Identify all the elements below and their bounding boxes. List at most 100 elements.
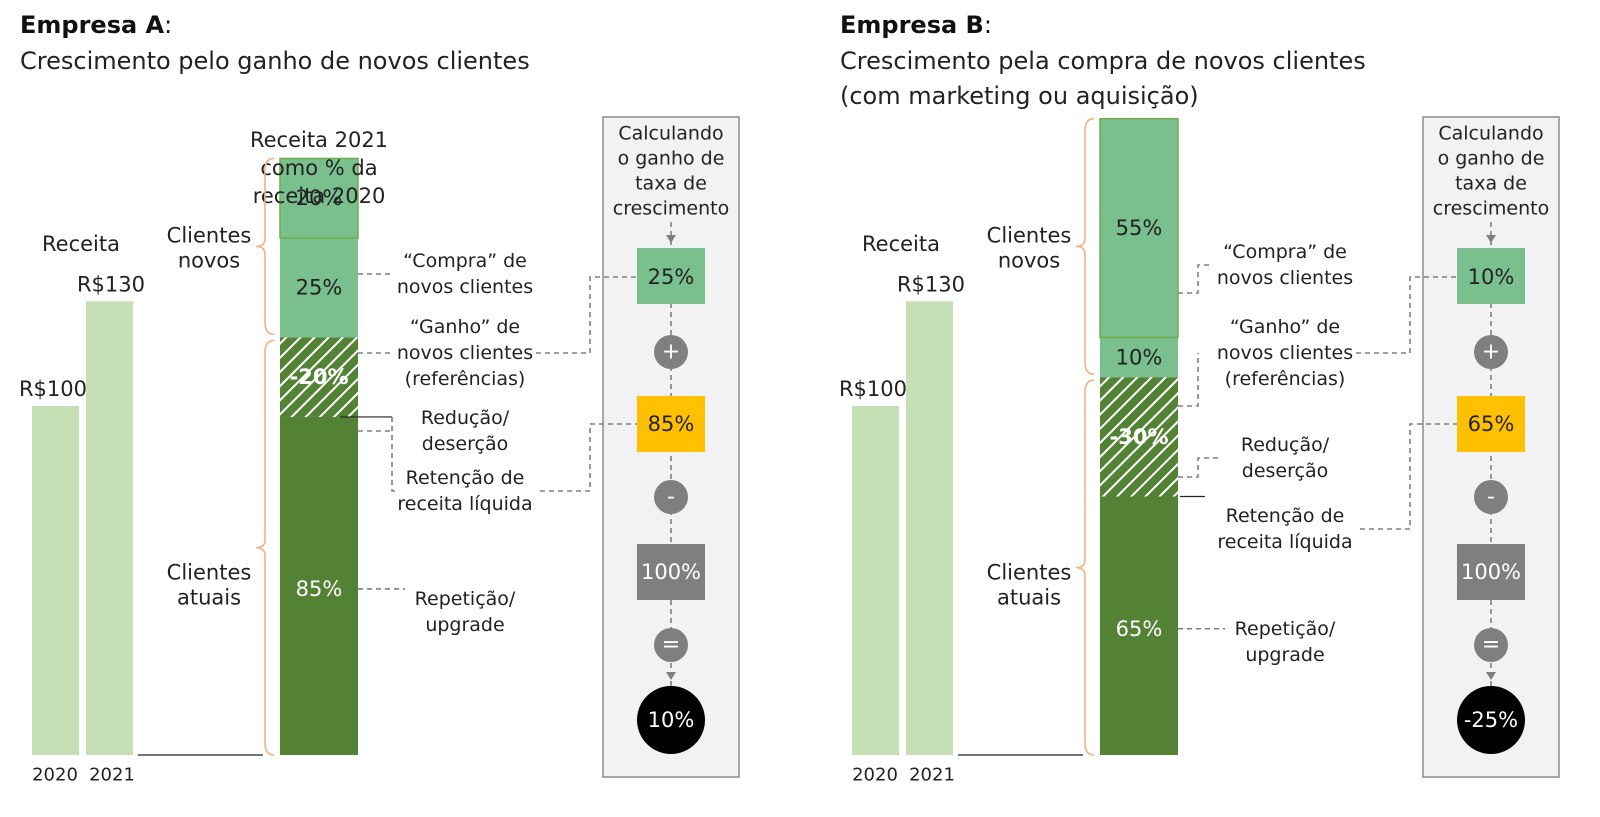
panel-title: Empresa B: xyxy=(840,11,992,39)
annotation-compra-1: “Compra” de xyxy=(1223,241,1347,263)
leader-ganho xyxy=(1178,353,1199,407)
annotation-ganho-1: “Ganho” de xyxy=(1230,316,1340,338)
revenue-bar-2020 xyxy=(32,406,79,755)
year-label-2020: 2020 xyxy=(852,765,898,786)
calc-retencao-box xyxy=(1457,396,1525,452)
year-label-2020: 2020 xyxy=(32,765,78,786)
calc-header-3: taxa de xyxy=(635,173,707,195)
segment-compra xyxy=(1099,117,1179,339)
annotation-ganho-3: (referências) xyxy=(1225,368,1346,390)
segment-ganho-label: 25% xyxy=(296,276,343,300)
calc-header-1: Calculando xyxy=(1438,123,1543,145)
year-label-2021: 2021 xyxy=(909,765,955,786)
annotation-retencao-1: Retenção de xyxy=(1226,505,1345,527)
calc-result-circle xyxy=(1457,686,1525,754)
stack-title-1: Receita 2021 xyxy=(250,128,388,152)
brace-current-clients xyxy=(1075,379,1095,756)
calc-ganho-box xyxy=(637,248,705,304)
annotation-reducao-1: Redução/ xyxy=(1241,434,1330,456)
calc-minus-circle xyxy=(654,480,688,514)
segment-reducao-label: -20% xyxy=(290,365,349,389)
annotation-retencao-1: Retenção de xyxy=(406,467,525,489)
calc-retencao-value: 85% xyxy=(648,412,695,436)
calc-equals-sign: = xyxy=(1482,633,1500,658)
annotation-repeticao-2: upgrade xyxy=(1245,644,1324,666)
annotation-ganho-3: (referências) xyxy=(405,368,526,390)
leader-compra xyxy=(1178,264,1212,294)
panel-subtitle-line-2: (com marketing ou aquisição) xyxy=(840,82,1199,110)
calc-header-2: o ganho de xyxy=(618,148,725,170)
calc-ganho-value: 10% xyxy=(1468,265,1515,289)
group-current-clients-1: Clientes xyxy=(987,561,1072,585)
panel-title-colon: : xyxy=(984,11,992,39)
calc-result-value: -25% xyxy=(1464,708,1518,732)
revenue-2020-value-label: R$100 xyxy=(19,377,87,401)
segment-compra-label: 20% xyxy=(296,186,343,210)
brace-new-clients xyxy=(1075,117,1095,375)
group-new-clients-2: novos xyxy=(998,248,1060,272)
segment-reducao-label: -30% xyxy=(1110,425,1169,449)
segment-repeticao xyxy=(1100,496,1178,755)
group-current-clients-2: atuais xyxy=(177,586,241,610)
stack-title-2: como % da xyxy=(260,156,377,180)
group-current-clients-1: Clientes xyxy=(167,561,252,585)
revenue-bar-2021 xyxy=(86,301,133,755)
calc-header-3: taxa de xyxy=(1455,173,1527,195)
leader-ganho-to-calc xyxy=(1356,276,1457,354)
segment-repeticao-label: 65% xyxy=(1116,617,1163,641)
group-new-clients-1: Clientes xyxy=(987,223,1072,247)
leader-ganho-to-calc xyxy=(536,276,637,354)
calc-ganho-box xyxy=(1457,248,1525,304)
calc-base-box xyxy=(637,544,705,600)
calc-header-1: Calculando xyxy=(618,123,723,145)
group-new-clients-1: Clientes xyxy=(167,223,252,247)
revenue-2020-value-label: R$100 xyxy=(839,377,907,401)
calc-minus-sign: - xyxy=(667,485,675,510)
stack-title-3: receita 2020 xyxy=(253,184,386,208)
group-current-clients-2: atuais xyxy=(997,586,1061,610)
calc-base-value: 100% xyxy=(1461,560,1521,584)
panel-subtitle-line-1: Crescimento pelo ganho de novos clientes xyxy=(20,47,530,75)
calc-plus-sign: + xyxy=(662,340,680,365)
segment-compra-label: 55% xyxy=(1116,216,1163,240)
leader-retencao-to-calc xyxy=(1360,423,1457,530)
annotation-retencao-2: receita líquida xyxy=(397,493,532,515)
annotation-ganho-2: novos clientes xyxy=(397,342,533,364)
group-new-clients-2: novos xyxy=(178,248,240,272)
annotation-repeticao-2: upgrade xyxy=(425,614,504,636)
brace-current-clients xyxy=(255,339,275,756)
calc-minus-sign: - xyxy=(1487,485,1495,510)
segment-reducao xyxy=(1100,377,1178,497)
calc-plus-sign: + xyxy=(1482,340,1500,365)
panel-empresa-b: Empresa B: Crescimento pela compra de nov… xyxy=(839,11,1560,786)
annotation-ganho-2: novos clientes xyxy=(1217,342,1353,364)
calc-header-4: crescimento xyxy=(1433,198,1549,220)
calc-header-4: crescimento xyxy=(613,198,729,220)
annotation-compra-2: novos clientes xyxy=(1217,267,1353,289)
revenue-bar-2020 xyxy=(852,406,899,755)
calc-equals-sign: = xyxy=(662,633,680,658)
segment-compra xyxy=(279,157,359,239)
segment-reducao xyxy=(280,337,358,417)
calc-equals-circle xyxy=(1474,628,1508,662)
panel-title-company: Empresa B xyxy=(840,11,984,39)
panel-title-company: Empresa A xyxy=(20,11,165,39)
revenue-label: Receita xyxy=(42,232,120,256)
brace-new-clients xyxy=(255,157,275,336)
annotation-reducao-2: deserção xyxy=(1242,460,1328,482)
calc-ganho-value: 25% xyxy=(648,265,695,289)
annotation-repeticao-1: Repetição/ xyxy=(1235,618,1336,640)
calc-retencao-value: 65% xyxy=(1468,412,1515,436)
calc-result-value: 10% xyxy=(648,708,695,732)
annotation-compra-1: “Compra” de xyxy=(403,250,527,272)
leader-retencao xyxy=(391,416,396,492)
annotation-reducao-1: Redução/ xyxy=(421,407,510,429)
annotation-reducao-2: deserção xyxy=(422,433,508,455)
calc-equals-circle xyxy=(654,628,688,662)
panel-empresa-a: Empresa A: Crescimento pelo ganho de novo… xyxy=(19,11,740,786)
panel-subtitle-line-1: Crescimento pela compra de novos cliente… xyxy=(840,47,1366,75)
annotation-repeticao-1: Repetição/ xyxy=(415,588,516,610)
calc-base-value: 100% xyxy=(641,560,701,584)
calc-header-2: o ganho de xyxy=(1438,148,1545,170)
